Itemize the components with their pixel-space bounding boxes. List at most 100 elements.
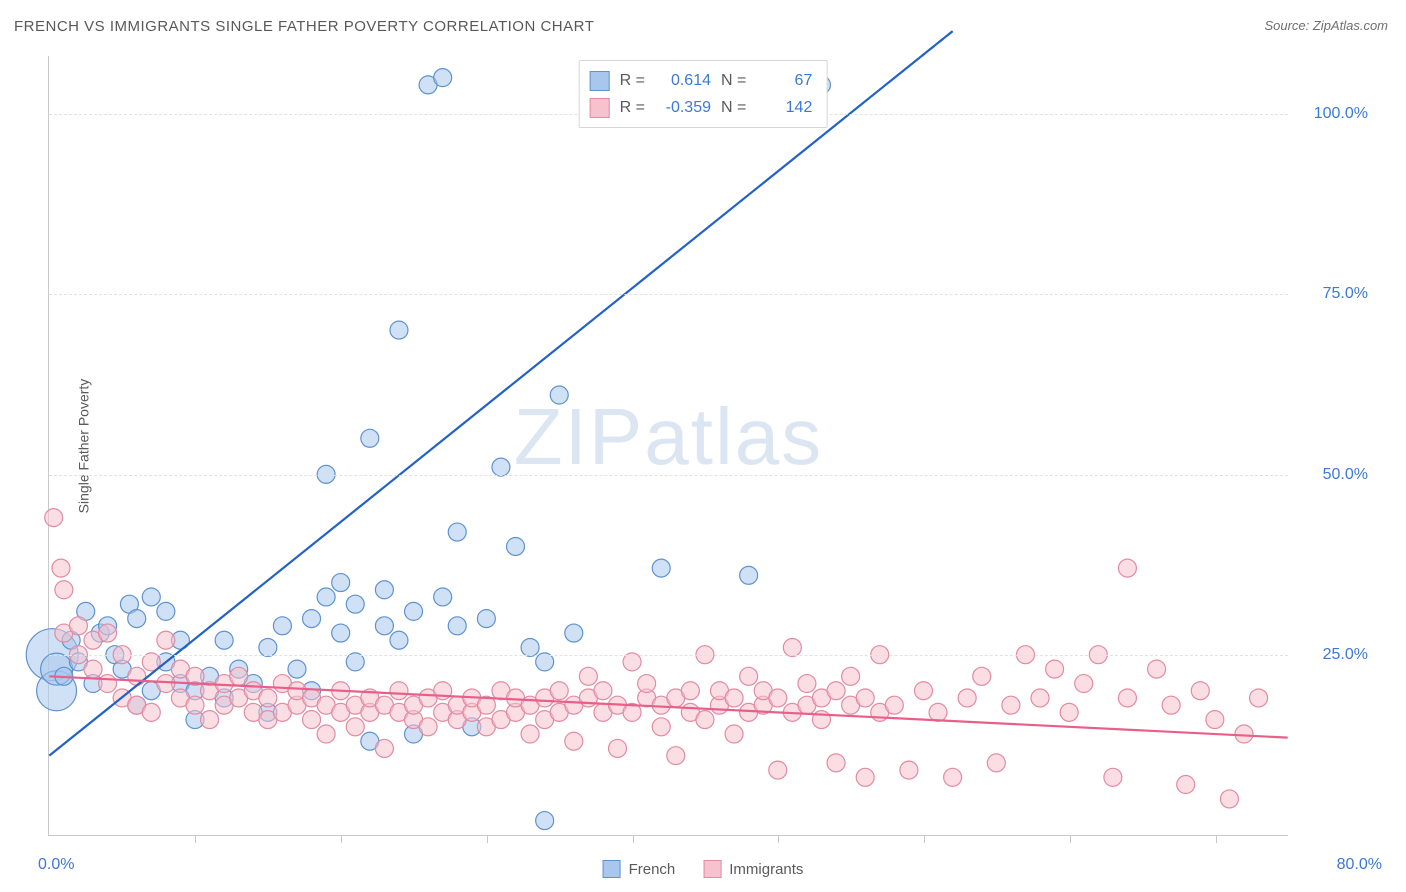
x-tick (633, 835, 634, 843)
data-point (944, 768, 962, 786)
data-point (1191, 682, 1209, 700)
r-value: -0.359 (655, 94, 711, 121)
legend-row-immigrants: R = -0.359 N = 142 (590, 94, 813, 121)
data-point (52, 559, 70, 577)
n-value: 67 (756, 67, 812, 94)
data-point (550, 386, 568, 404)
data-point (769, 761, 787, 779)
data-point (827, 682, 845, 700)
data-point (1060, 703, 1078, 721)
chart-title: FRENCH VS IMMIGRANTS SINGLE FATHER POVER… (14, 18, 594, 35)
legend-row-french: R = 0.614 N = 67 (590, 67, 813, 94)
legend-label: Immigrants (729, 861, 803, 878)
data-point (477, 610, 495, 628)
data-point (638, 675, 656, 693)
data-point (769, 689, 787, 707)
data-point (958, 689, 976, 707)
data-point (419, 718, 437, 736)
data-point (740, 667, 758, 685)
data-point (390, 321, 408, 339)
series-legend: French Immigrants (603, 860, 804, 878)
data-point (361, 429, 379, 447)
data-point (579, 667, 597, 685)
data-point (317, 725, 335, 743)
data-point (1031, 689, 1049, 707)
data-point (681, 682, 699, 700)
gridline (49, 294, 1288, 295)
n-label: N = (721, 94, 746, 121)
data-point (1104, 768, 1122, 786)
data-point (45, 509, 63, 527)
data-point (55, 581, 73, 599)
y-tick-label: 25.0% (1323, 646, 1368, 664)
data-point (332, 574, 350, 592)
data-point (521, 638, 539, 656)
data-point (1220, 790, 1238, 808)
data-point (1162, 696, 1180, 714)
data-point (1118, 559, 1136, 577)
data-point (725, 725, 743, 743)
n-label: N = (721, 67, 746, 94)
data-point (434, 69, 452, 87)
data-point (1118, 689, 1136, 707)
data-point (186, 696, 204, 714)
x-tick (778, 835, 779, 843)
data-point (375, 617, 393, 635)
data-point (390, 631, 408, 649)
data-point (652, 559, 670, 577)
data-point (230, 667, 248, 685)
chart-svg (49, 56, 1288, 835)
y-tick-label: 50.0% (1323, 466, 1368, 484)
y-tick-label: 75.0% (1323, 285, 1368, 303)
data-point (827, 754, 845, 772)
data-point (434, 588, 452, 606)
data-point (783, 638, 801, 656)
trend-line (49, 31, 952, 755)
data-point (69, 617, 87, 635)
data-point (390, 682, 408, 700)
data-point (128, 610, 146, 628)
data-point (142, 588, 160, 606)
r-label: R = (620, 67, 645, 94)
data-point (157, 675, 175, 693)
data-point (332, 624, 350, 642)
swatch-icon (703, 860, 721, 878)
chart-container: FRENCH VS IMMIGRANTS SINGLE FATHER POVER… (0, 0, 1406, 892)
data-point (157, 631, 175, 649)
data-point (492, 458, 510, 476)
gridline (49, 475, 1288, 476)
data-point (550, 682, 568, 700)
data-point (914, 682, 932, 700)
data-point (259, 638, 277, 656)
swatch-icon (603, 860, 621, 878)
data-point (987, 754, 1005, 772)
data-point (259, 689, 277, 707)
data-point (900, 761, 918, 779)
swatch-icon (590, 71, 610, 91)
x-tick (1070, 835, 1071, 843)
data-point (157, 602, 175, 620)
swatch-icon (590, 98, 610, 118)
data-point (128, 667, 146, 685)
data-point (1206, 711, 1224, 729)
x-axis-min-label: 0.0% (38, 856, 74, 874)
data-point (594, 682, 612, 700)
x-axis-max-label: 80.0% (1337, 856, 1382, 874)
data-point (303, 711, 321, 729)
x-tick (924, 835, 925, 843)
legend-item-french: French (603, 860, 676, 878)
data-point (317, 588, 335, 606)
data-point (609, 739, 627, 757)
data-point (1177, 776, 1195, 794)
data-point (725, 689, 743, 707)
data-point (507, 537, 525, 555)
data-point (405, 602, 423, 620)
x-tick (1216, 835, 1217, 843)
data-point (288, 660, 306, 678)
data-point (142, 703, 160, 721)
data-point (1046, 660, 1064, 678)
data-point (375, 739, 393, 757)
n-value: 142 (756, 94, 812, 121)
x-tick (487, 835, 488, 843)
data-point (84, 660, 102, 678)
